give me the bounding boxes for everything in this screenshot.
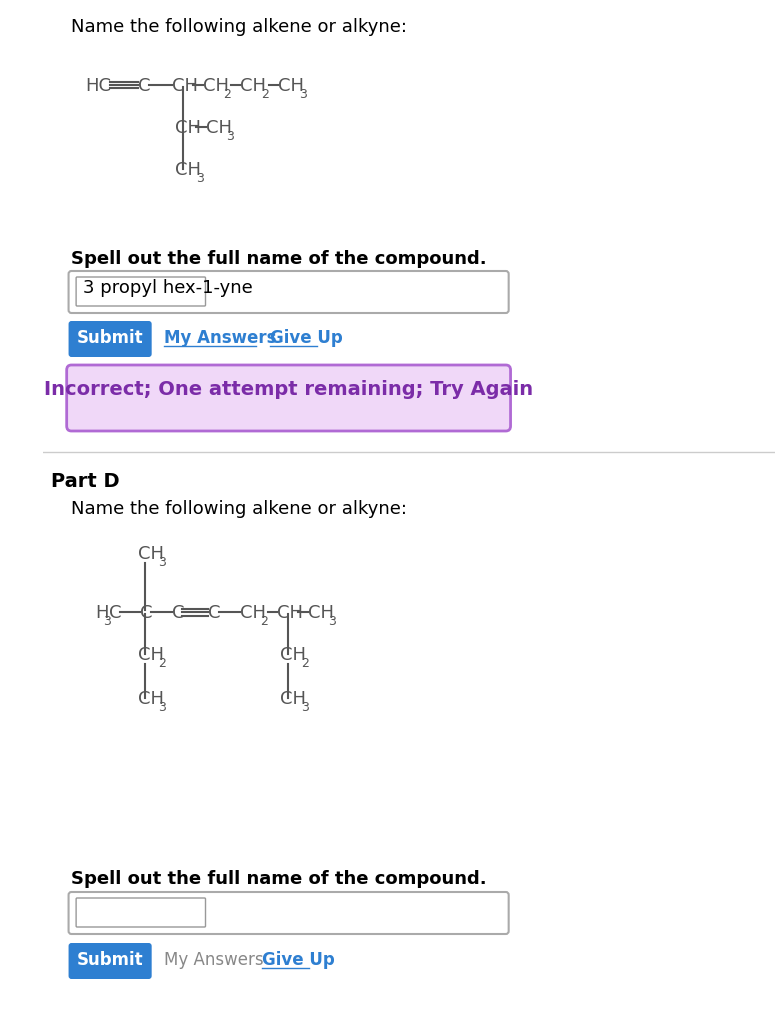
Text: 3: 3 xyxy=(329,615,336,628)
Text: Name the following alkene or alkyne:: Name the following alkene or alkyne: xyxy=(71,18,408,36)
Text: My Answers: My Answers xyxy=(164,329,277,347)
Text: H: H xyxy=(95,604,109,622)
Text: Submit: Submit xyxy=(77,951,143,969)
Text: Submit: Submit xyxy=(77,329,143,347)
Text: CH: CH xyxy=(308,604,333,622)
Text: My Answers: My Answers xyxy=(164,951,264,969)
FancyBboxPatch shape xyxy=(68,892,508,934)
FancyBboxPatch shape xyxy=(68,943,152,979)
Text: CH: CH xyxy=(280,646,306,664)
Text: Part D: Part D xyxy=(50,472,119,490)
Text: Spell out the full name of the compound.: Spell out the full name of the compound. xyxy=(71,870,487,888)
Text: C: C xyxy=(140,604,153,622)
Text: 3: 3 xyxy=(301,701,308,714)
FancyBboxPatch shape xyxy=(67,365,511,431)
Text: Incorrect; One attempt remaining; Try Again: Incorrect; One attempt remaining; Try Ag… xyxy=(44,380,533,399)
Text: 2: 2 xyxy=(260,615,268,628)
Text: CH: CH xyxy=(173,77,198,95)
Text: C: C xyxy=(139,77,151,95)
Text: 3: 3 xyxy=(104,615,112,628)
FancyBboxPatch shape xyxy=(68,271,508,313)
Text: Spell out the full name of the compound.: Spell out the full name of the compound. xyxy=(71,250,487,268)
Text: 2: 2 xyxy=(223,88,231,101)
Text: Name the following alkene or alkyne:: Name the following alkene or alkyne: xyxy=(71,500,408,518)
Text: 2: 2 xyxy=(301,657,308,670)
Text: CH: CH xyxy=(205,119,232,137)
Text: 2: 2 xyxy=(158,657,166,670)
Text: CH: CH xyxy=(278,77,305,95)
FancyBboxPatch shape xyxy=(76,898,205,927)
Text: CH: CH xyxy=(277,604,303,622)
Text: CH: CH xyxy=(137,545,164,563)
Text: 2: 2 xyxy=(261,88,269,101)
Text: 3: 3 xyxy=(299,88,307,101)
Text: CH: CH xyxy=(175,119,202,137)
Text: 3: 3 xyxy=(158,556,166,569)
Text: CH: CH xyxy=(175,161,202,179)
Text: Give Up: Give Up xyxy=(262,951,335,969)
Text: Give Up: Give Up xyxy=(270,329,343,347)
Text: C: C xyxy=(208,604,221,622)
Text: CH: CH xyxy=(137,690,164,708)
Text: 3: 3 xyxy=(158,701,166,714)
FancyBboxPatch shape xyxy=(76,278,205,306)
Text: CH: CH xyxy=(203,77,229,95)
Text: 3: 3 xyxy=(226,130,234,143)
Text: CH: CH xyxy=(280,690,306,708)
Text: CH: CH xyxy=(137,646,164,664)
Text: CH: CH xyxy=(240,77,267,95)
FancyBboxPatch shape xyxy=(68,321,152,357)
Text: HC: HC xyxy=(85,77,112,95)
Text: 3 propyl hex-1-yne: 3 propyl hex-1-yne xyxy=(83,279,253,297)
Text: 3: 3 xyxy=(196,172,204,185)
Text: CH: CH xyxy=(239,604,266,622)
Text: C: C xyxy=(109,604,122,622)
Text: C: C xyxy=(171,604,184,622)
